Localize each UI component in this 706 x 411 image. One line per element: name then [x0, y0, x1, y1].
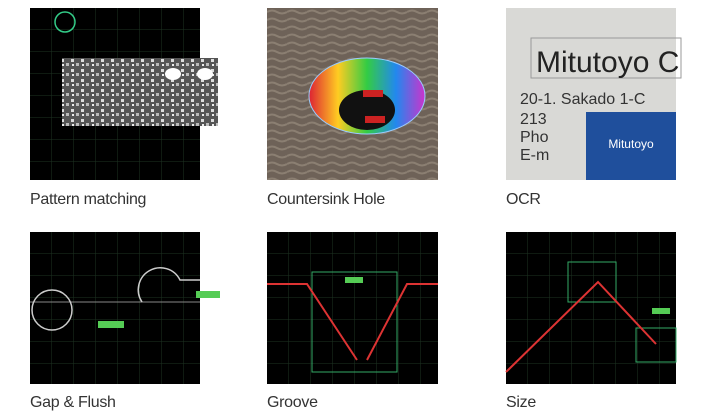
ocr-button-text: Mitutoyo [608, 137, 654, 151]
size-image [505, 232, 677, 384]
groove-image [267, 232, 438, 384]
countersink-image [267, 8, 438, 180]
caption: Groove [267, 394, 318, 411]
ocr-text: Pho [520, 129, 549, 146]
ocr-text: 213 [520, 111, 547, 128]
caption: Countersink Hole [267, 191, 385, 208]
gap-flush-image [30, 232, 220, 384]
ocr-text: Mitutoyo C [536, 46, 679, 79]
caption: Pattern matching [30, 191, 146, 208]
ocr-text: E-m [520, 147, 549, 164]
ocr-text: 20-1. Sakado 1-C [520, 91, 645, 108]
caption: OCR [506, 191, 541, 208]
pattern-matching-image [30, 8, 218, 180]
caption: Gap & Flush [30, 394, 116, 411]
ocr-image: Mitutoyo C 20-1. Sakado 1-C 213 Pho E-m … [506, 8, 682, 180]
caption: Size [506, 394, 536, 411]
